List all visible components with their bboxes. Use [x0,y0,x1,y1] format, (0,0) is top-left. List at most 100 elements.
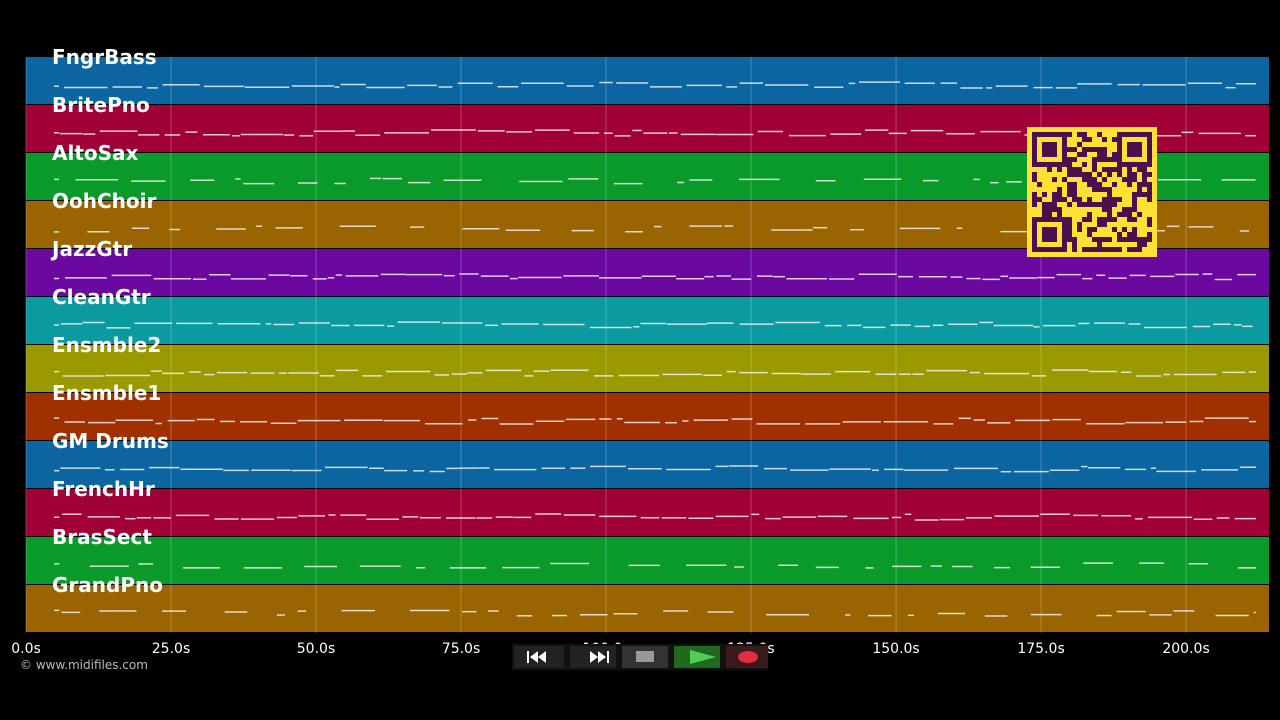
qr-cell [1077,227,1082,232]
qr-cell [1107,157,1112,162]
qr-cell [1127,172,1132,177]
qr-cell [1107,167,1112,172]
qr-cell [1132,172,1137,177]
tick-label: 0.0s [11,641,41,657]
qr-finder-core [1042,142,1057,157]
qr-cell [1072,187,1077,192]
qr-finder [1117,132,1152,167]
tick-label: 200.0s [1162,641,1209,657]
qr-cell [1087,227,1092,232]
qr-cell [1067,157,1072,162]
track-name: Ensmble2 [52,333,161,357]
qr-cell [1122,207,1127,212]
qr-cell [1107,187,1112,192]
qr-cell [1032,192,1037,197]
qr-cell [1067,192,1072,197]
qr-cell [1117,197,1122,202]
qr-cell [1092,227,1097,232]
qr-finder [1032,217,1067,252]
qr-cell [1057,187,1062,192]
qr-cell [1127,217,1132,222]
track-labels: FngrBass BritePno AltoSax OohChoir JazzGtr Cl… [50,45,169,597]
qr-cell [1087,172,1092,177]
track-name: GrandPno [52,573,163,597]
qr-cell [1147,217,1152,222]
qr-code [1027,127,1157,257]
qr-cell [1052,177,1057,182]
grid [25,57,1187,633]
qr-cell [1107,217,1112,222]
qr-cell [1057,212,1062,217]
qr-cell [1067,232,1072,237]
qr-cell [1087,137,1092,142]
qr-cell [1122,237,1127,242]
qr-cell [1132,192,1137,197]
qr-cell [1072,242,1077,247]
track-row [26,393,1269,440]
qr-cell [1072,167,1077,172]
qr-cell [1132,202,1137,207]
qr-cell [1112,182,1117,187]
qr-cell [1147,197,1152,202]
qr-cell [1132,177,1137,182]
qr-cell [1102,217,1107,222]
copyright: © www.midifiles.com [20,658,148,672]
qr-cell [1092,187,1097,192]
qr-cell [1117,247,1122,252]
qr-cell [1112,227,1117,232]
qr-cell [1092,157,1097,162]
stop-icon [636,651,654,662]
tick-label: 150.0s [872,641,919,657]
qr-cell [1102,247,1107,252]
qr-cell [1142,172,1147,177]
qr-cell [1082,152,1087,157]
qr-cell [1112,167,1117,172]
qr-cell [1117,212,1122,217]
qr-cell [1037,197,1042,202]
qr-cell [1127,167,1132,172]
qr-cell [1102,152,1107,157]
qr-cell [1147,232,1152,237]
qr-cell [1147,182,1152,187]
track-row [26,489,1269,536]
qr-cell [1037,182,1042,187]
qr-cell [1077,172,1082,177]
qr-cell [1132,247,1137,252]
qr-cell [1082,132,1087,137]
qr-cell [1107,212,1112,217]
qr-cell [1087,182,1092,187]
qr-cell [1092,147,1097,152]
track-name: Ensmble1 [52,381,161,405]
qr-cell [1057,207,1062,212]
qr-cell [1127,237,1132,242]
track-name: BrasSect [52,525,152,549]
qr-cell [1142,177,1147,182]
qr-cell [1077,222,1082,227]
qr-cell [1102,177,1107,182]
qr-cell [1092,167,1097,172]
qr-cell [1097,157,1102,162]
track-name: OohChoir [52,189,156,213]
qr-cell [1042,202,1047,207]
qr-cell [1147,222,1152,227]
qr-cell [1087,197,1092,202]
qr-cell [1077,167,1082,172]
qr-cell [1132,217,1137,222]
qr-cell [1042,192,1047,197]
track-name: CleanGtr [52,285,151,309]
qr-cell [1042,212,1047,217]
qr-cell [1107,192,1112,197]
qr-cell [1077,197,1082,202]
qr-cell [1092,162,1097,167]
track-row [26,345,1269,392]
qr-cell [1072,182,1077,187]
track-name: FrenchHr [52,477,155,501]
qr-cell [1137,167,1142,172]
qr-cell [1137,242,1142,247]
qr-cell [1077,152,1082,157]
rewind-icon [527,651,546,663]
qr-cell [1077,142,1082,147]
qr-cell [1107,202,1112,207]
qr-cell [1142,192,1147,197]
qr-cell [1067,147,1072,152]
